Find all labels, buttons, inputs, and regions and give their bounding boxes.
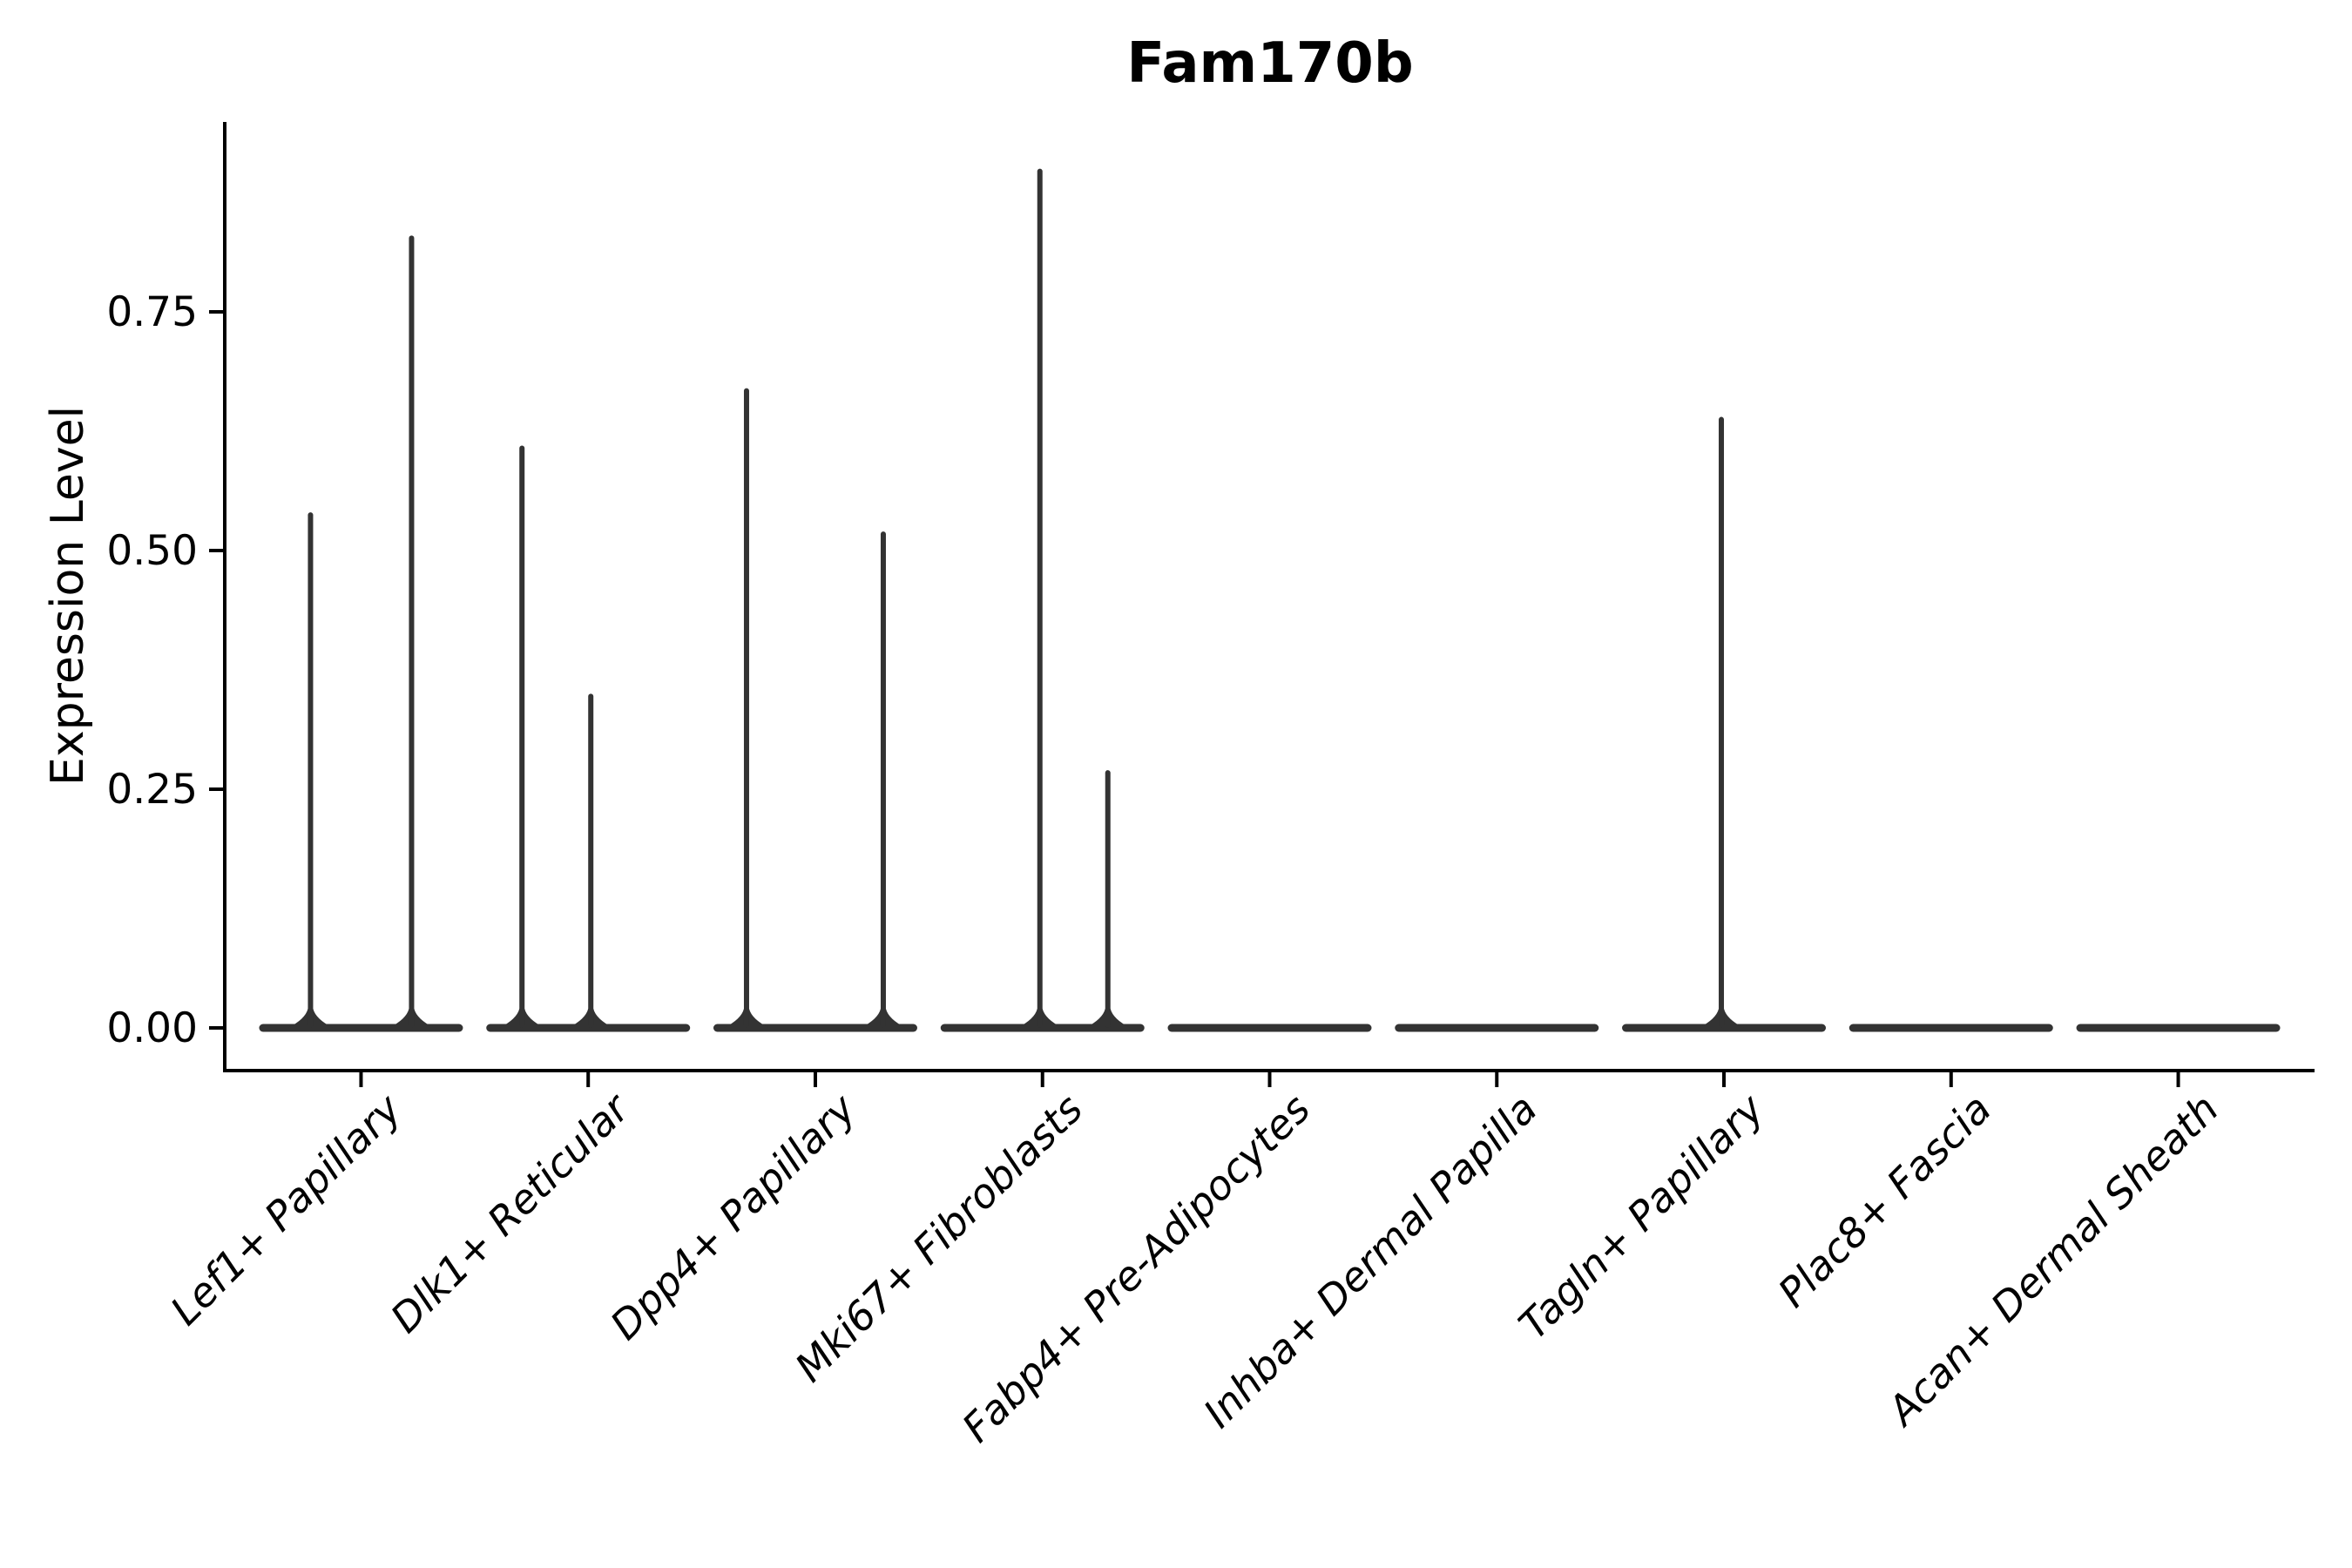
violin-baseline (2076, 1024, 2281, 1032)
y-tick-label: 0.00 (106, 1004, 198, 1052)
y-tick-label: 0.50 (106, 526, 198, 575)
violin-spike (308, 512, 314, 1028)
y-tick-label: 0.75 (106, 287, 198, 336)
violin-spike (1105, 770, 1111, 1028)
violin-spike (519, 445, 525, 1028)
y-tick-label: 0.25 (106, 765, 198, 814)
violin-spike (409, 235, 415, 1028)
violin-spike (880, 531, 886, 1028)
chart-title: Fam170b (1126, 31, 1414, 96)
violin-spike (1037, 168, 1043, 1029)
violin-spike (588, 693, 594, 1028)
violin-spike (743, 388, 749, 1028)
violin-baseline (1848, 1024, 2053, 1032)
violin-baseline (1167, 1024, 1372, 1032)
violin-baseline (1395, 1024, 1599, 1032)
violin-spike (1719, 416, 1725, 1028)
